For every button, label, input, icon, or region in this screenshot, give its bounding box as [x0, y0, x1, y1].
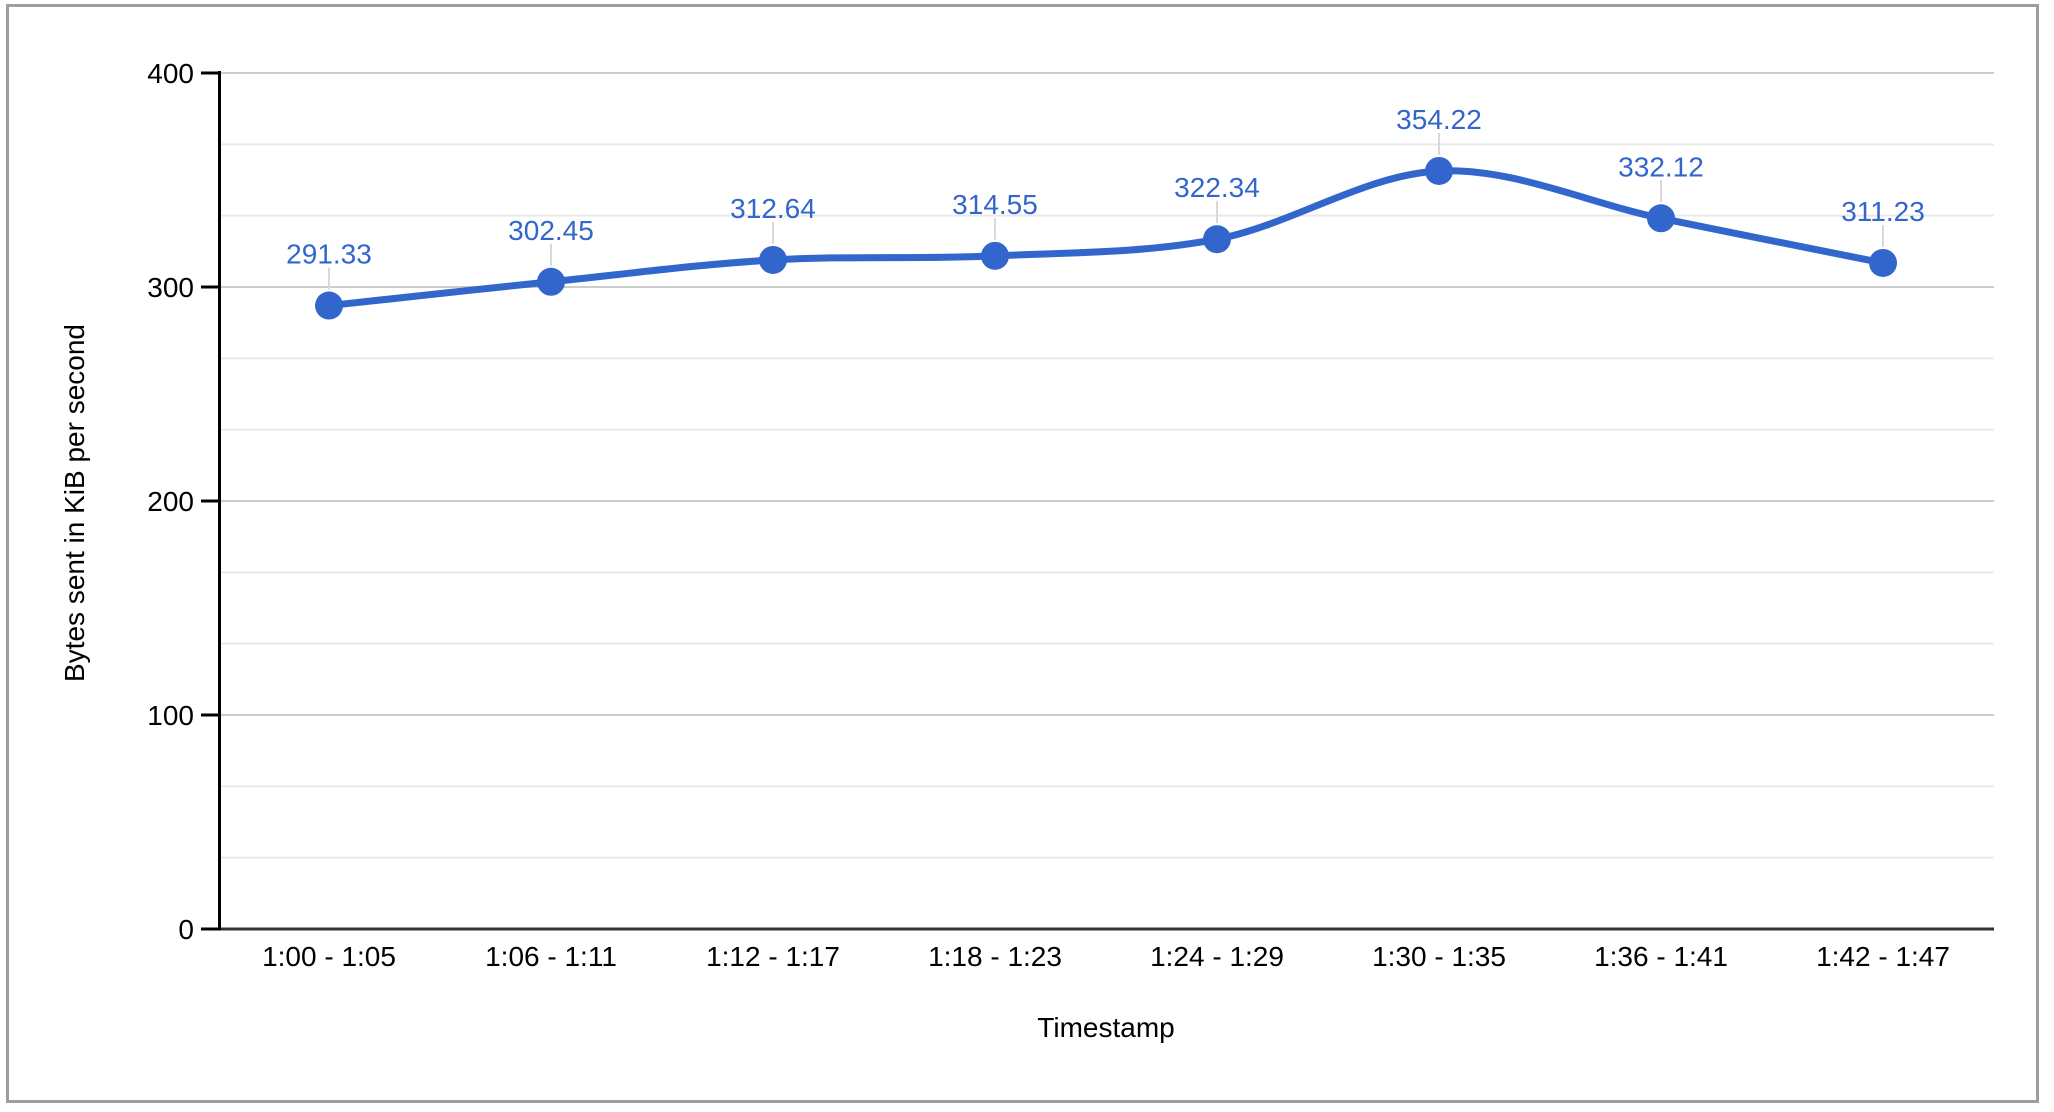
- y-tick-label: 300: [147, 272, 194, 303]
- data-point-label: 312.64: [730, 193, 816, 224]
- data-point-marker[interactable]: [981, 241, 1009, 270]
- x-category-label: 1:06 - 1:11: [485, 941, 617, 972]
- y-tick-label: 400: [147, 58, 194, 89]
- data-point-label: 314.55: [952, 189, 1038, 220]
- x-axis-title: Timestamp: [1037, 1012, 1175, 1043]
- data-point-label: 311.23: [1841, 196, 1925, 227]
- data-point-marker[interactable]: [1647, 204, 1675, 233]
- x-category-label: 1:24 - 1:29: [1150, 941, 1284, 972]
- x-category-label: 1:42 - 1:47: [1816, 941, 1950, 972]
- y-tick-label: 100: [147, 700, 194, 731]
- x-category-label: 1:18 - 1:23: [928, 941, 1062, 972]
- data-point-label: 302.45: [508, 215, 594, 246]
- x-category-label: 1:00 - 1:05: [262, 941, 396, 972]
- data-point-marker[interactable]: [537, 267, 565, 296]
- series-line: [325, 167, 1887, 310]
- data-point-marker[interactable]: [1203, 225, 1231, 254]
- data-point-label: 291.33: [286, 239, 372, 270]
- y-tick-label: 200: [147, 486, 194, 517]
- data-point-marker[interactable]: [315, 291, 343, 320]
- data-point-label: 332.12: [1618, 151, 1704, 182]
- x-category-label: 1:30 - 1:35: [1372, 941, 1506, 972]
- x-category-label: 1:36 - 1:41: [1594, 941, 1728, 972]
- data-point-marker[interactable]: [1425, 156, 1453, 185]
- y-axis-title: Bytes sent in KiB per second: [59, 324, 90, 682]
- data-point-marker[interactable]: [759, 245, 787, 274]
- data-point-label: 322.34: [1174, 172, 1260, 203]
- data-point-marker[interactable]: [1869, 248, 1897, 277]
- x-category-label: 1:12 - 1:17: [706, 941, 840, 972]
- chart-frame: [6, 4, 2039, 1103]
- y-tick-label: 0: [178, 914, 194, 945]
- data-point-label: 354.22: [1396, 104, 1482, 135]
